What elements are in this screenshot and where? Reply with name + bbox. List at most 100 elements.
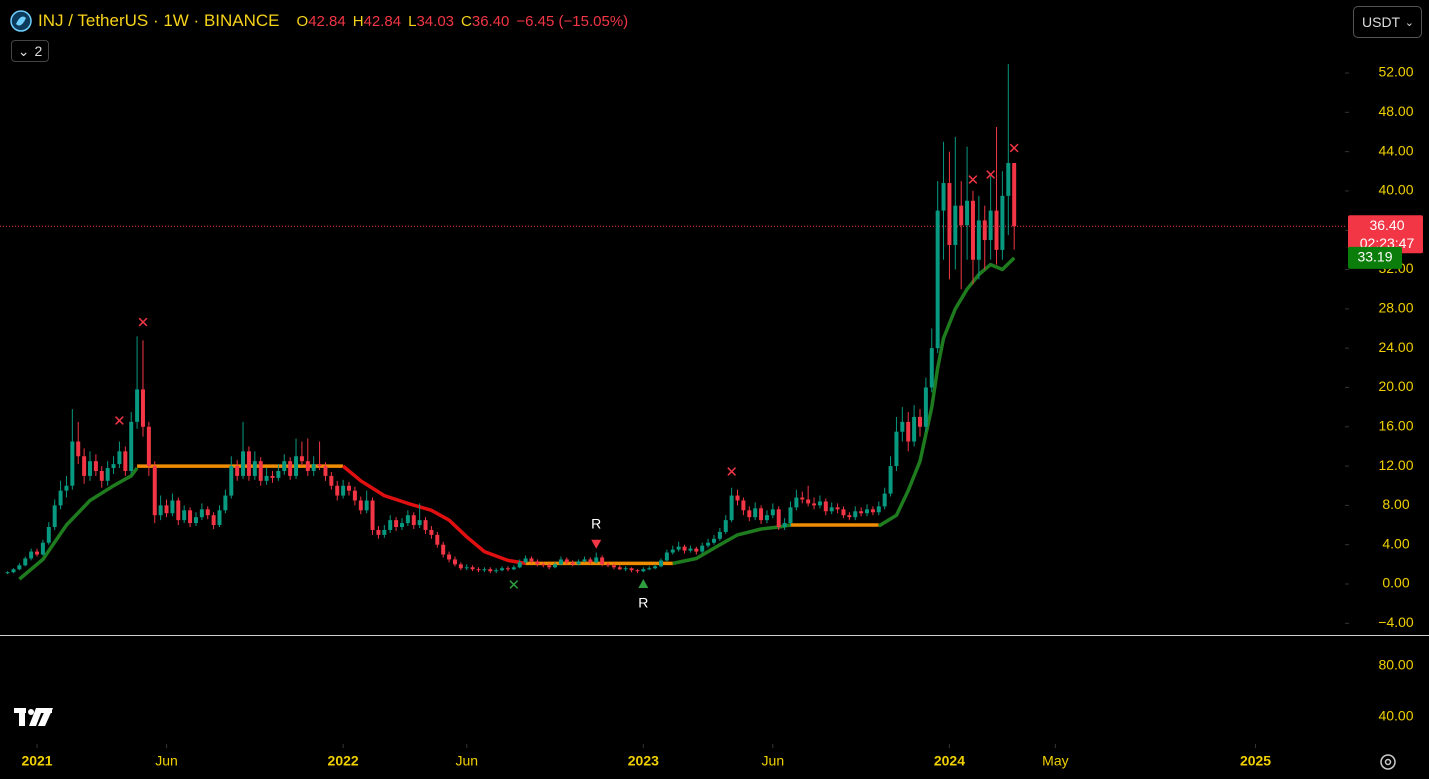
currency-label: USDT — [1362, 14, 1401, 30]
candle-body — [982, 220, 987, 241]
candle-body — [594, 557, 599, 563]
support-label: 33.19 — [1357, 249, 1392, 265]
candle-body — [82, 456, 87, 476]
candle-body — [129, 421, 134, 471]
candle-body — [170, 500, 175, 514]
candle-body — [447, 554, 452, 560]
indicators-toggle[interactable]: ⌄ 2 — [11, 40, 49, 62]
candle-body — [376, 529, 381, 535]
candle-body — [676, 546, 681, 550]
candle-body — [770, 509, 775, 516]
candle-body — [623, 568, 628, 570]
candle-body — [99, 470, 104, 481]
y-tick-label: 24.00 — [1378, 339, 1413, 355]
candle-body — [1012, 163, 1017, 227]
candle-body — [888, 466, 893, 494]
settings-icon[interactable] — [1380, 754, 1396, 770]
candle-body — [865, 509, 870, 514]
candle-body — [1006, 163, 1011, 196]
candle-body — [329, 475, 334, 486]
candle-body — [582, 559, 587, 562]
candle-body — [182, 510, 187, 521]
candle-body — [223, 495, 228, 511]
candle-body — [235, 466, 240, 476]
candle-body — [264, 475, 269, 481]
candle-body — [229, 466, 234, 496]
candle-body — [682, 546, 687, 551]
x-tick-label: May — [1042, 753, 1068, 769]
signal-label: R — [638, 595, 648, 611]
y-tick-label: 4.00 — [1382, 535, 1409, 551]
candle-body — [723, 520, 728, 532]
candle-body — [764, 515, 769, 521]
candle-body — [882, 493, 887, 507]
candle-body — [541, 564, 546, 566]
candle-body — [382, 529, 387, 535]
candle-body — [64, 485, 69, 491]
y-tick-label: −4.00 — [1378, 614, 1414, 630]
candle-body — [759, 508, 764, 521]
candle-body — [241, 451, 246, 476]
y-tick-label: 44.00 — [1378, 142, 1413, 158]
candle-body — [988, 210, 993, 241]
candle-body — [788, 507, 793, 524]
candle-body — [146, 426, 151, 467]
candle-body — [806, 499, 811, 504]
signal-cross: ✕ — [967, 172, 980, 189]
candle-body — [800, 497, 805, 500]
candle-body — [794, 497, 799, 508]
candle-body — [870, 509, 875, 513]
candle-body — [11, 569, 16, 573]
signal-label: R — [591, 515, 601, 531]
candle-body — [341, 485, 346, 496]
candle-body — [252, 461, 257, 476]
lower-y-tick-label: 40.00 — [1378, 708, 1413, 724]
candle-body — [40, 542, 45, 555]
trend-line — [877, 256, 1016, 528]
candle-body — [606, 564, 611, 566]
candle-body — [776, 509, 781, 528]
ohlc-value: 36.40 — [471, 12, 510, 30]
candle-body — [317, 464, 322, 467]
candle-body — [906, 421, 911, 442]
candle-body — [311, 464, 316, 471]
candle-body — [399, 523, 404, 528]
candle-body — [970, 200, 975, 260]
candle-body — [700, 545, 705, 552]
candle-body — [558, 559, 563, 565]
candle-body — [923, 387, 928, 427]
candle-body — [900, 421, 905, 432]
candle-body — [17, 565, 22, 570]
support-tag — [1348, 246, 1402, 269]
symbol-header: INJ / TetherUS · 1W · BINANCE O 42.84 H 42.… — [10, 8, 628, 34]
candle-body — [211, 515, 216, 526]
candle-body — [935, 210, 940, 349]
y-tick-label: 28.00 — [1378, 300, 1413, 316]
candle-body — [117, 451, 122, 465]
symbol-title: INJ / TetherUS · 1W · BINANCE — [38, 11, 280, 30]
candle-body — [282, 461, 287, 471]
candle-body — [829, 507, 834, 512]
candle-body — [617, 567, 622, 570]
x-tick-label: 2024 — [934, 753, 965, 769]
ohlc-value: 42.84 — [308, 12, 346, 30]
last-price-label: 36.40 — [1369, 217, 1404, 233]
candle-body — [929, 348, 934, 388]
candle-body — [959, 205, 964, 226]
candle-body — [835, 507, 840, 510]
x-tick-label: Jun — [155, 753, 178, 769]
candle-body — [641, 569, 646, 572]
symbol-icon — [10, 10, 32, 32]
lower-y-tick-label: 80.00 — [1378, 657, 1413, 673]
candle-body — [494, 570, 499, 572]
ohlc-key: C — [461, 12, 472, 30]
candle-body — [694, 548, 699, 552]
candle-body — [706, 542, 711, 546]
candle-body — [441, 544, 446, 555]
x-tick-label: Jun — [455, 753, 478, 769]
currency-select[interactable]: USDT ⌄ — [1353, 6, 1422, 38]
y-tick-label: 40.00 — [1378, 182, 1413, 198]
ohlc-key: H — [352, 12, 364, 30]
candle-body — [299, 456, 304, 462]
candle-body — [5, 572, 10, 574]
